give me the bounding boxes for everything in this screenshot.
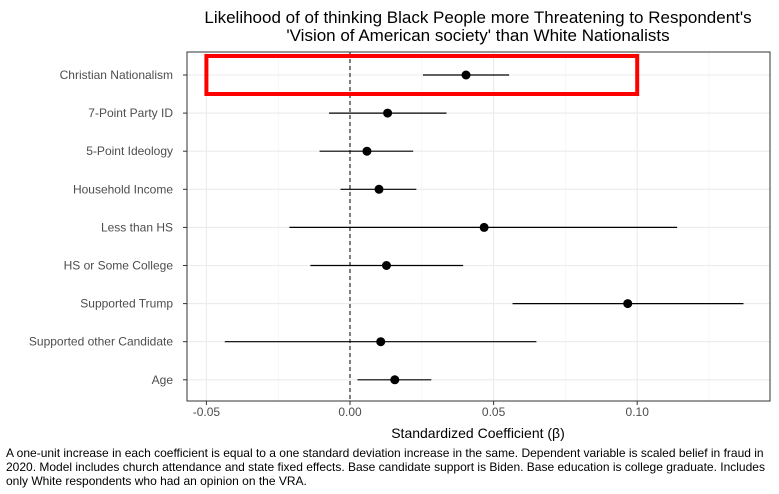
x-axis-label: Standardized Coefficient (β)	[391, 425, 565, 441]
coefficient-point	[374, 184, 384, 194]
y-tick-label: 7-Point Party ID	[88, 106, 173, 120]
marks	[204, 52, 744, 401]
chart-title-line-1: Likelihood of of thinking Black People m…	[204, 8, 751, 27]
y-tick-label: Supported other Candidate	[29, 335, 173, 349]
coefficient-point	[376, 337, 386, 347]
x-tick-label: 0.05	[482, 405, 506, 419]
y-tick-label: Less than HS	[101, 220, 173, 234]
chart-title-line-2: 'Vision of American society' than White …	[286, 26, 669, 45]
x-axis: -0.05 0.00 0.05 0.10	[193, 401, 649, 419]
highlight-box	[204, 54, 640, 96]
x-tick-label: -0.05	[193, 405, 221, 419]
plot-panel-border	[186, 51, 771, 402]
coefficient-point	[623, 299, 633, 309]
x-tick-label: 0.00	[338, 405, 362, 419]
coefficient-point	[479, 222, 489, 232]
y-tick-label: Household Income	[73, 182, 173, 196]
x-tick-label: 0.10	[626, 405, 650, 419]
coefficient-point	[390, 375, 400, 385]
figure-caption: A one-unit increase in each coefficient …	[6, 446, 765, 488]
grid	[187, 52, 770, 401]
y-tick-label: Supported Trump	[80, 297, 173, 311]
coefficient-point	[461, 70, 471, 80]
coefficient-point	[362, 146, 372, 156]
y-axis: Christian Nationalism 7-Point Party ID 5-P…	[29, 68, 187, 387]
y-tick-label: HS or Some College	[64, 259, 174, 273]
y-tick-label: Christian Nationalism	[60, 68, 173, 82]
y-tick-label: 5-Point Ideology	[86, 144, 173, 158]
coefficient-point	[383, 108, 393, 118]
y-tick-label: Age	[152, 373, 174, 387]
coefficient-point	[381, 261, 391, 270]
